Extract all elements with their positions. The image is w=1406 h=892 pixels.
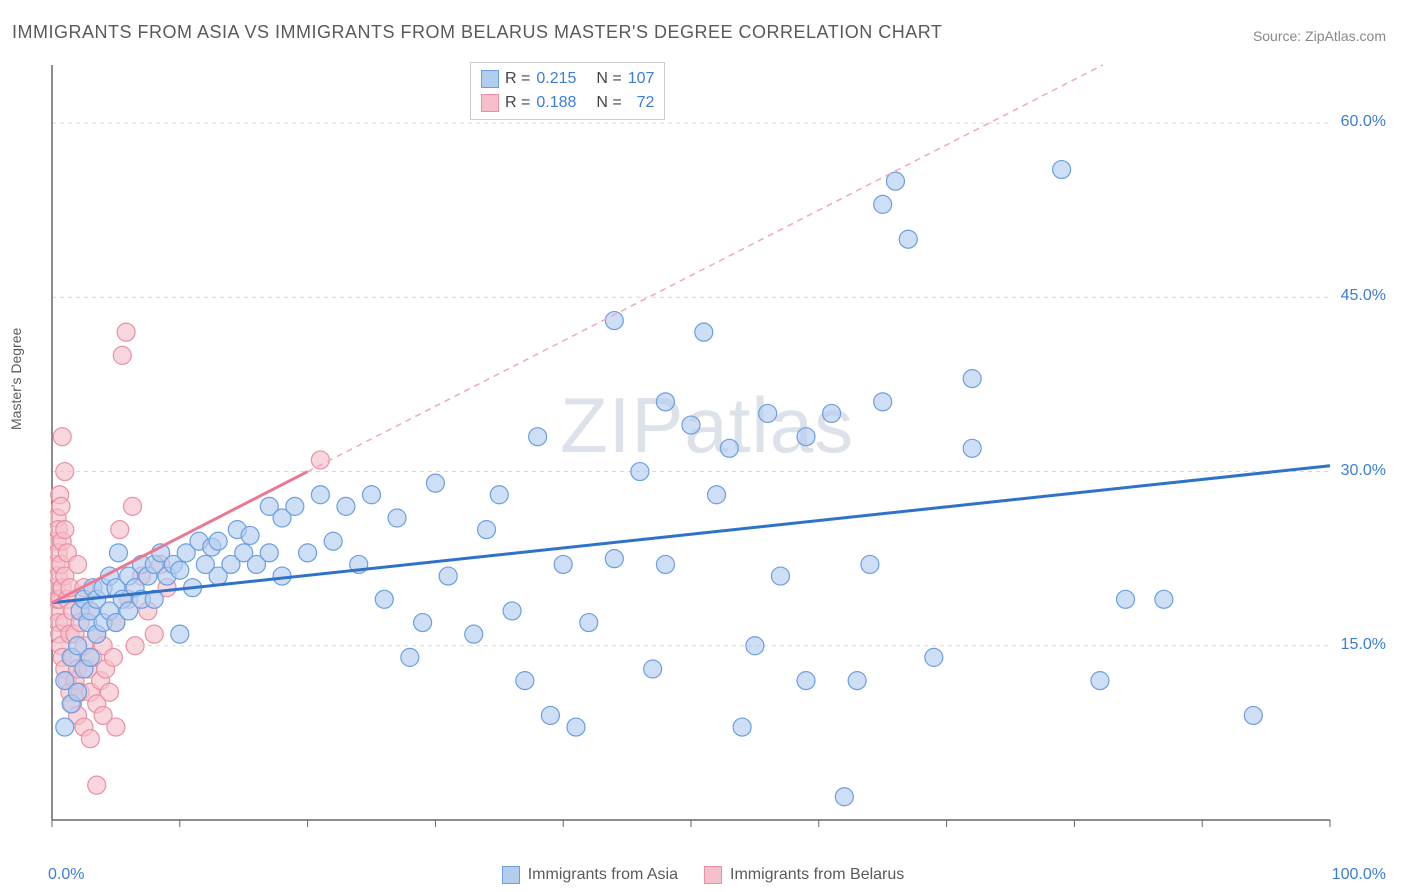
legend-r-value-belarus: 0.188 xyxy=(536,91,576,115)
legend-r-value-asia: 0.215 xyxy=(536,67,576,91)
legend-swatch-belarus xyxy=(481,94,499,112)
scatter-chart xyxy=(50,60,1380,840)
legend-n-label: N = xyxy=(596,67,621,91)
y-tick-label: 45.0% xyxy=(1341,287,1386,305)
y-axis-label: Master's Degree xyxy=(8,328,24,430)
legend-series: Immigrants from Asia Immigrants from Bel… xyxy=(0,866,1406,884)
legend-swatch-asia xyxy=(481,70,499,88)
legend-swatch-asia xyxy=(502,866,520,884)
y-tick-label: 30.0% xyxy=(1341,462,1386,480)
legend-label-belarus: Immigrants from Belarus xyxy=(730,866,904,884)
legend-correlation-box: R = 0.215 N = 107 R = 0.188 N = 72 xyxy=(470,62,665,120)
legend-label-asia: Immigrants from Asia xyxy=(528,866,678,884)
legend-r-label: R = xyxy=(505,91,530,115)
legend-swatch-belarus xyxy=(704,866,722,884)
legend-item-asia: Immigrants from Asia xyxy=(502,866,678,884)
legend-row-asia: R = 0.215 N = 107 xyxy=(481,67,654,91)
chart-svg xyxy=(50,60,1380,840)
legend-row-belarus: R = 0.188 N = 72 xyxy=(481,91,654,115)
y-tick-label: 15.0% xyxy=(1341,636,1386,654)
legend-n-label: N = xyxy=(596,91,621,115)
legend-n-value-asia: 107 xyxy=(628,67,655,91)
legend-item-belarus: Immigrants from Belarus xyxy=(704,866,904,884)
y-tick-label: 60.0% xyxy=(1341,113,1386,131)
source-attribution: Source: ZipAtlas.com xyxy=(1253,28,1386,44)
legend-n-value-belarus: 72 xyxy=(628,91,655,115)
chart-title: IMMIGRANTS FROM ASIA VS IMMIGRANTS FROM … xyxy=(12,22,942,43)
legend-r-label: R = xyxy=(505,67,530,91)
